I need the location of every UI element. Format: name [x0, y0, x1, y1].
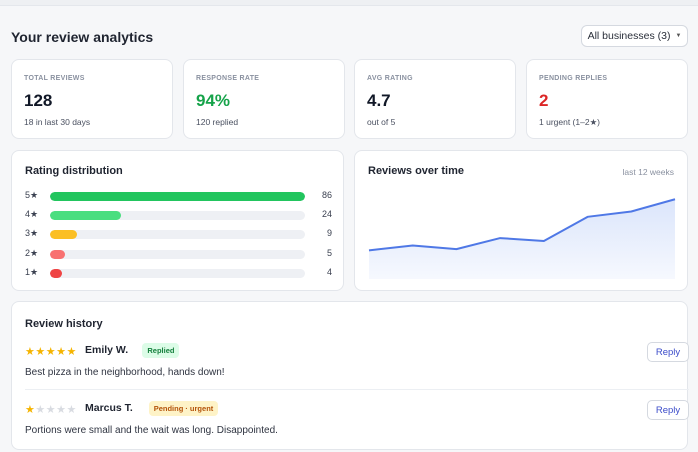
star-empty-icon: ★ — [56, 404, 67, 416]
divider — [25, 389, 689, 390]
business-filter-label: All businesses (3) — [587, 30, 671, 42]
star-empty-icon: ★ — [45, 404, 57, 416]
review-item: ★★★★★ Marcus T. Pending · urgent Portions w… — [25, 400, 689, 448]
review-history-card: Review history ★★★★★ Emily W. Replied Best … — [11, 301, 689, 450]
status-badge: Pending · urgent — [148, 401, 219, 416]
stat-subtext: 18 in last 30 days — [24, 117, 91, 127]
star-empty-icon: ★ — [35, 404, 46, 416]
stat-card-response-rate: RESPONSE RATE 94% 120 replied — [183, 59, 345, 139]
star-rating: ★★★★★ — [25, 403, 77, 416]
chart-period-label: last 12 weeks — [622, 167, 675, 177]
distribution-bar-track — [50, 211, 305, 221]
trend-line — [368, 198, 676, 252]
distribution-bar — [50, 230, 77, 240]
chart-title: Reviews over time — [368, 165, 464, 177]
distribution-star-label: 5★ — [25, 190, 39, 200]
distribution-count: 24 — [321, 209, 332, 220]
star-filled-icon: ★ — [25, 404, 36, 416]
page-title: Your review analytics — [11, 29, 154, 45]
stat-label: PENDING REPLIES — [539, 75, 608, 82]
stat-subtext: 120 replied — [196, 117, 239, 127]
distribution-bar-track — [50, 230, 305, 240]
distribution-bar — [50, 268, 62, 278]
business-filter-dropdown[interactable]: All businesses (3) ▼ — [581, 25, 688, 47]
reviewer-name: Marcus T. — [85, 402, 133, 414]
distribution-bar-track — [50, 268, 305, 278]
stat-card-avg-rating: AVG RATING 4.7 out of 5 — [354, 59, 516, 139]
distribution-bar — [50, 192, 305, 201]
distribution-star-label: 1★ — [25, 266, 39, 277]
caret-down-icon: ▼ — [675, 33, 682, 39]
distribution-star-label: 2★ — [25, 247, 39, 258]
distribution-row: 1★ 4 — [25, 267, 345, 279]
reviews-trend-chart — [368, 198, 676, 279]
review-item: ★★★★★ Emily W. Replied Best pizza in the ne… — [25, 342, 689, 390]
distribution-row: 3★ 9 — [25, 228, 345, 240]
distribution-count: 5 — [326, 247, 332, 258]
star-filled-icon: ★ — [35, 346, 46, 358]
distribution-count: 86 — [321, 190, 332, 200]
star-filled-icon: ★ — [45, 346, 57, 358]
reply-button[interactable]: Reply — [647, 400, 689, 420]
distribution-bar-track — [50, 249, 305, 259]
review-text: Best pizza in the neighborhood, hands do… — [25, 367, 225, 378]
reviews-over-time-card: Reviews over time last 12 weeks — [354, 150, 688, 291]
stat-label: AVG RATING — [367, 75, 413, 82]
stat-label: RESPONSE RATE — [196, 75, 260, 82]
top-bar — [0, 0, 698, 6]
distribution-bar — [50, 211, 122, 221]
review-history-title: Review history — [25, 318, 103, 330]
star-rating: ★★★★★ — [25, 345, 77, 358]
distribution-bar — [50, 249, 65, 259]
stat-label: TOTAL REVIEWS — [24, 75, 85, 82]
distribution-row: 2★ 5 — [25, 248, 345, 260]
stat-subtext: out of 5 — [367, 117, 396, 127]
stat-card-pending-replies: PENDING REPLIES 2 1 urgent (1–2★) — [526, 59, 688, 139]
distribution-row: 5★ 86 — [25, 190, 345, 202]
reviewer-name: Emily W. — [85, 344, 129, 356]
stat-card-total-reviews: TOTAL REVIEWS 128 18 in last 30 days — [11, 59, 173, 139]
distribution-star-label: 3★ — [25, 228, 39, 239]
star-empty-icon: ★ — [66, 404, 77, 416]
reply-button[interactable]: Reply — [647, 342, 689, 362]
rating-distribution-title: Rating distribution — [25, 165, 123, 177]
stat-subtext: 1 urgent (1–2★) — [539, 117, 601, 127]
distribution-count: 9 — [326, 228, 332, 239]
rating-distribution-card: Rating distribution 5★ 86 4★ 24 3★ 9 2★ 5 1★ 4 — [11, 150, 344, 291]
stat-value: 94% — [196, 91, 231, 110]
distribution-bar-track — [50, 192, 305, 201]
status-badge: Replied — [142, 343, 180, 358]
distribution-row: 4★ 24 — [25, 209, 345, 221]
stat-value: 2 — [539, 91, 549, 110]
stat-value: 128 — [24, 91, 53, 110]
distribution-count: 4 — [326, 266, 332, 277]
stat-value: 4.7 — [367, 91, 391, 110]
star-filled-icon: ★ — [66, 346, 77, 358]
star-filled-icon: ★ — [25, 346, 36, 358]
trend-area — [369, 199, 675, 279]
distribution-star-label: 4★ — [25, 209, 39, 220]
review-text: Portions were small and the wait was lon… — [25, 425, 278, 436]
star-filled-icon: ★ — [56, 346, 67, 358]
